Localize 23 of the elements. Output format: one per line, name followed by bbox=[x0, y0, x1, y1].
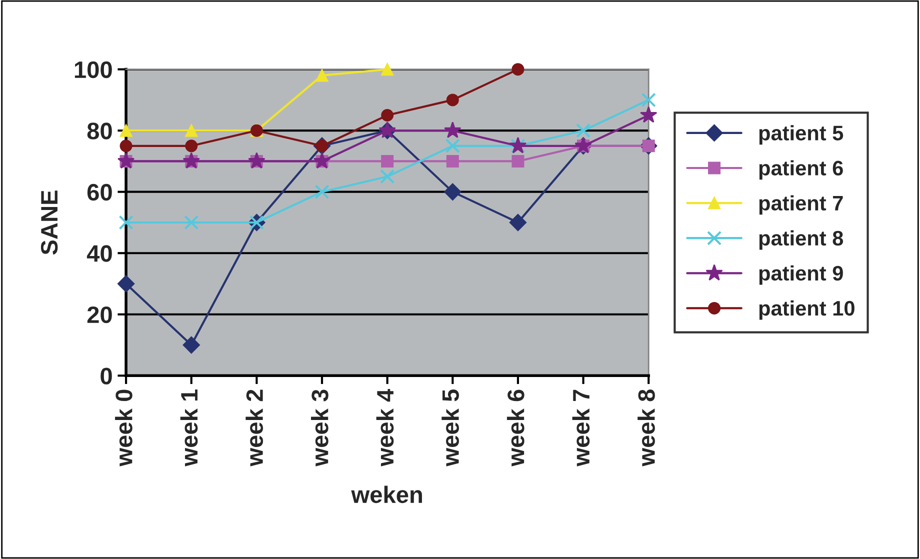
y-tick-label: 80 bbox=[87, 122, 112, 140]
x-axis-title: weken bbox=[351, 486, 422, 504]
x-tick-label: week 3 bbox=[310, 390, 328, 466]
x-tick-label: week 7 bbox=[572, 390, 590, 466]
y-axis-title: SANE bbox=[40, 190, 58, 255]
y-tick-label: 60 bbox=[87, 184, 112, 201]
legend-label: patient 9 bbox=[759, 265, 843, 285]
x-tick-label: week 8 bbox=[638, 390, 655, 466]
y-tick-label: 100 bbox=[74, 61, 112, 78]
x-tick-label: week 0 bbox=[115, 390, 132, 466]
x-tick-label: week 2 bbox=[246, 390, 264, 466]
legend-label: patient 5 bbox=[759, 125, 844, 145]
legend-label: patient 7 bbox=[759, 195, 843, 215]
x-tick-label: week 5 bbox=[442, 389, 459, 466]
y-tick-label: 0 bbox=[100, 368, 112, 384]
x-tick-label: week 4 bbox=[376, 388, 394, 466]
y-tick-label: 40 bbox=[86, 245, 112, 262]
x-tick-label: week 1 bbox=[180, 389, 198, 466]
legend-label: patient 10 bbox=[759, 300, 854, 320]
x-tick-label: week 6 bbox=[506, 390, 524, 466]
legend-label: patient 6 bbox=[759, 160, 843, 180]
y-tick-label: 20 bbox=[87, 306, 112, 324]
legend-label: patient 8 bbox=[759, 230, 844, 250]
